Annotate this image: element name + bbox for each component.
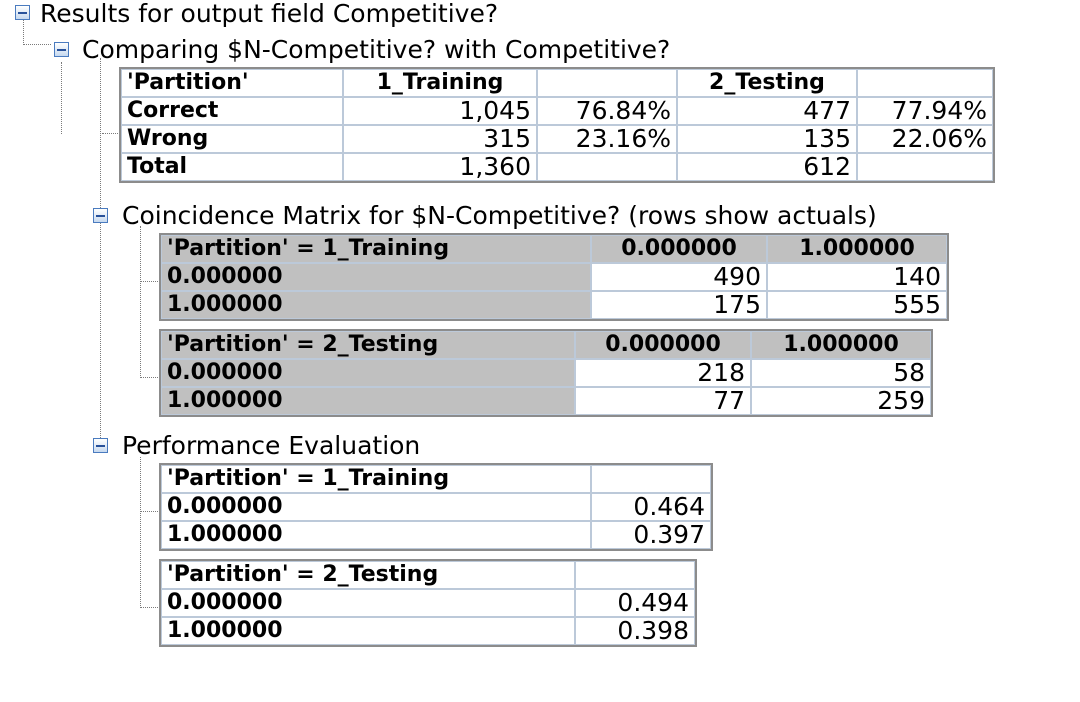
value-cell: 0.464 — [590, 492, 712, 522]
performance-table-training: 'Partition' = 1_Training 0.000000 0.464 … — [159, 463, 713, 551]
header-cell — [536, 68, 678, 98]
tree-line-comparing-h — [102, 133, 120, 134]
row-label: 0.000000 — [160, 358, 576, 388]
table-row: 1.000000 0.398 — [160, 616, 696, 646]
row-label: 1.000000 — [160, 386, 576, 416]
header-cell: 'Partition' = 1_Training — [160, 234, 592, 264]
header-cell: 'Partition' = 2_Testing — [160, 330, 576, 360]
header-cell: 0.000000 — [590, 234, 768, 264]
tree-line-main — [100, 58, 101, 450]
row-label: Total — [120, 152, 344, 182]
collapse-toggle-icon[interactable] — [93, 208, 108, 223]
header-cell: 'Partition' = 1_Training — [160, 464, 592, 494]
value-cell: 175 — [590, 290, 768, 320]
value-cell: 477 — [676, 96, 858, 126]
table-header-row: 'Partition' = 1_Training 0.000000 1.0000… — [160, 234, 948, 264]
table-row: 1.000000 0.397 — [160, 520, 712, 550]
header-cell — [590, 464, 712, 494]
value-cell: 77 — [574, 386, 752, 416]
table-row: Wrong 315 23.16% 135 22.06% — [120, 124, 994, 154]
header-cell — [574, 560, 696, 590]
value-cell: 259 — [750, 386, 932, 416]
value-cell: 0.398 — [574, 616, 696, 646]
table-header-row: 'Partition' 1_Training 2_Testing — [120, 68, 994, 98]
value-cell — [536, 152, 678, 182]
value-cell: 135 — [676, 124, 858, 154]
table-row: 0.000000 490 140 — [160, 262, 948, 292]
value-cell: 77.94% — [856, 96, 994, 126]
value-cell: 0.397 — [590, 520, 712, 550]
row-label: Wrong — [120, 124, 344, 154]
tree-line-coinc — [140, 226, 141, 378]
table-row: 0.000000 218 58 — [160, 358, 932, 388]
value-cell: 490 — [590, 262, 768, 292]
tree-node-performance[interactable]: Performance Evaluation — [122, 431, 421, 460]
header-cell: 1.000000 — [766, 234, 948, 264]
coincidence-table-training: 'Partition' = 1_Training 0.000000 1.0000… — [159, 233, 949, 321]
row-label: 0.000000 — [160, 262, 592, 292]
collapse-toggle-icon[interactable] — [93, 438, 108, 453]
table-row: Total 1,360 612 — [120, 152, 994, 182]
header-cell: 0.000000 — [574, 330, 752, 360]
header-cell — [856, 68, 994, 98]
value-cell: 315 — [342, 124, 538, 154]
tree-node-coincidence[interactable]: Coincidence Matrix for $N-Competitive? (… — [122, 201, 877, 230]
tree-line-perf — [140, 457, 141, 608]
value-cell: 218 — [574, 358, 752, 388]
tree-line-coinc-h2 — [140, 377, 158, 378]
value-cell: 22.06% — [856, 124, 994, 154]
tree-line-coinc-h1 — [140, 281, 158, 282]
table-row: 1.000000 77 259 — [160, 386, 932, 416]
header-cell: 1_Training — [342, 68, 538, 98]
tree-node-comparing[interactable]: Comparing $N-Competitive? with Competiti… — [82, 35, 671, 64]
value-cell: 612 — [676, 152, 858, 182]
row-label: 1.000000 — [160, 290, 592, 320]
collapse-toggle-icon[interactable] — [15, 5, 30, 20]
row-label: 1.000000 — [160, 520, 592, 550]
table-header-row: 'Partition' = 2_Testing 0.000000 1.00000… — [160, 330, 932, 360]
collapse-toggle-icon[interactable] — [54, 42, 69, 57]
row-label: 1.000000 — [160, 616, 576, 646]
value-cell: 58 — [750, 358, 932, 388]
tree-line-comparing — [61, 62, 62, 134]
tree-line-root — [23, 19, 24, 45]
tree-line-perf-h2 — [140, 607, 158, 608]
row-label: 0.000000 — [160, 492, 592, 522]
row-label: 0.000000 — [160, 588, 576, 618]
value-cell: 555 — [766, 290, 948, 320]
value-cell: 1,360 — [342, 152, 538, 182]
header-cell: 'Partition' — [120, 68, 344, 98]
table-row: Correct 1,045 76.84% 477 77.94% — [120, 96, 994, 126]
row-label: Correct — [120, 96, 344, 126]
tree-line-root-h — [23, 44, 51, 45]
header-cell: 2_Testing — [676, 68, 858, 98]
comparing-table: 'Partition' 1_Training 2_Testing Correct… — [119, 67, 995, 183]
table-header-row: 'Partition' = 2_Testing — [160, 560, 696, 590]
table-row: 0.000000 0.494 — [160, 588, 696, 618]
header-cell: 'Partition' = 2_Testing — [160, 560, 576, 590]
value-cell: 0.494 — [574, 588, 696, 618]
value-cell: 76.84% — [536, 96, 678, 126]
table-row: 0.000000 0.464 — [160, 492, 712, 522]
table-row: 1.000000 175 555 — [160, 290, 948, 320]
table-header-row: 'Partition' = 1_Training — [160, 464, 712, 494]
value-cell — [856, 152, 994, 182]
value-cell: 140 — [766, 262, 948, 292]
header-cell: 1.000000 — [750, 330, 932, 360]
value-cell: 1,045 — [342, 96, 538, 126]
tree-line-perf-h1 — [140, 511, 158, 512]
value-cell: 23.16% — [536, 124, 678, 154]
tree-node-results[interactable]: Results for output field Competitive? — [40, 0, 499, 28]
performance-table-testing: 'Partition' = 2_Testing 0.000000 0.494 1… — [159, 559, 697, 647]
coincidence-table-testing: 'Partition' = 2_Testing 0.000000 1.00000… — [159, 329, 933, 417]
